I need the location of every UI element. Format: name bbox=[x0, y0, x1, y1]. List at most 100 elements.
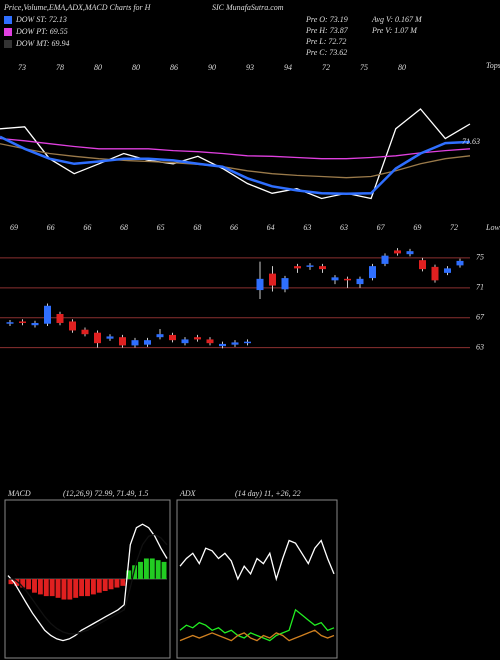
histogram-bar bbox=[61, 579, 67, 600]
legend-swatch bbox=[4, 16, 12, 24]
candle-body bbox=[394, 250, 401, 254]
candle-body bbox=[44, 305, 51, 324]
candle-body bbox=[81, 329, 89, 335]
candle-body bbox=[194, 337, 201, 340]
info: Pre H: 73.87 bbox=[305, 26, 349, 35]
candle-body bbox=[69, 321, 76, 331]
candle-body bbox=[144, 340, 151, 345]
histogram-bar bbox=[138, 561, 143, 579]
histogram-bar bbox=[55, 579, 61, 598]
candle-body bbox=[169, 334, 176, 341]
top-tick-label: 80 bbox=[132, 63, 140, 72]
low-tick-label: 66 bbox=[47, 223, 55, 232]
candle-body bbox=[119, 337, 126, 346]
candle-body bbox=[344, 278, 351, 281]
series-line bbox=[179, 608, 335, 642]
top-tick-label: 93 bbox=[246, 63, 254, 72]
candle-body bbox=[231, 342, 239, 345]
y-tick-label: 75 bbox=[476, 253, 484, 262]
candle-body bbox=[281, 278, 289, 290]
legend-label: DOW PT: 69.55 bbox=[15, 27, 68, 36]
top-tick-label: 94 bbox=[284, 63, 292, 72]
candle-body bbox=[56, 313, 64, 323]
series-line bbox=[0, 135, 471, 196]
candle-body bbox=[456, 260, 464, 266]
last-value-label: 71.63 bbox=[462, 137, 480, 146]
candle-body bbox=[156, 334, 164, 338]
histogram-bar bbox=[8, 579, 14, 585]
top-tick-label: 75 bbox=[360, 63, 368, 72]
candle-body bbox=[31, 322, 39, 326]
histogram-bar bbox=[73, 579, 79, 598]
top-tick-label: 86 bbox=[170, 63, 178, 72]
top-tick-label: 73 bbox=[18, 63, 26, 72]
series-line bbox=[0, 108, 471, 200]
y-tick-label: 71 bbox=[476, 283, 484, 292]
adx-panel bbox=[176, 499, 338, 659]
candle-body bbox=[219, 343, 226, 347]
panel-subtitle: (12,26,9) 72.99, 71.49, 1.5 bbox=[63, 489, 148, 498]
histogram-bar bbox=[96, 579, 102, 593]
low-tick-label: 66 bbox=[83, 223, 91, 232]
top-tick-label: 90 bbox=[208, 63, 216, 72]
legend-label: DOW ST: 72.13 bbox=[15, 15, 67, 24]
candle-body bbox=[369, 266, 376, 279]
candle-body bbox=[381, 255, 389, 264]
histogram-bar bbox=[155, 560, 161, 579]
histogram-bar bbox=[43, 579, 49, 597]
title-right: SIC MunafaSutra.com bbox=[212, 3, 284, 12]
histogram-bar bbox=[90, 579, 96, 595]
low-tick-label: 68 bbox=[193, 223, 201, 232]
histogram-bar bbox=[67, 579, 73, 600]
histogram-bar bbox=[114, 579, 120, 588]
series-line bbox=[179, 629, 335, 642]
candle-body bbox=[406, 251, 414, 255]
y-tick-label: 67 bbox=[476, 313, 485, 322]
histogram-bar bbox=[49, 579, 55, 597]
series-line bbox=[179, 539, 335, 582]
panel-title: MACD bbox=[7, 489, 31, 498]
info: Pre L: 72.72 bbox=[305, 37, 346, 46]
histogram-bar bbox=[161, 561, 167, 579]
candle-body bbox=[331, 277, 339, 281]
histogram-bar bbox=[120, 579, 126, 586]
legend-label: DOW MT: 69.94 bbox=[15, 39, 70, 48]
candle-body bbox=[356, 278, 364, 285]
series-line bbox=[0, 137, 471, 160]
low-tick-label: 69 bbox=[10, 223, 18, 232]
low-tick-label: 64 bbox=[267, 223, 275, 232]
top-tick-label: 78 bbox=[56, 63, 64, 72]
panel-subtitle: (14 day) 11, +26, 22 bbox=[235, 489, 301, 498]
histogram-bar bbox=[26, 579, 32, 590]
candle-body bbox=[19, 321, 26, 323]
series-line bbox=[8, 533, 168, 635]
histogram-bar bbox=[37, 579, 43, 595]
histogram-bar bbox=[85, 579, 90, 597]
histogram-bar bbox=[126, 570, 132, 579]
histogram-bar bbox=[32, 579, 37, 593]
histogram-bar bbox=[20, 579, 26, 588]
info: Avg V: 0.167 M bbox=[371, 15, 423, 24]
low-tick-label: 69 bbox=[413, 223, 421, 232]
candle-body bbox=[94, 332, 101, 344]
candle-body bbox=[181, 339, 189, 344]
top-tick-label: 80 bbox=[94, 63, 102, 72]
info: Pre O: 73.19 bbox=[305, 15, 348, 24]
candle-body bbox=[206, 339, 214, 344]
info: Pre C: 73.62 bbox=[305, 48, 347, 57]
legend-swatch bbox=[4, 28, 12, 36]
histogram-bar bbox=[14, 579, 20, 586]
tops-label: Tops bbox=[486, 61, 500, 70]
candle-body bbox=[244, 341, 251, 344]
low-tick-label: 72 bbox=[450, 223, 458, 232]
candle-body bbox=[444, 268, 451, 273]
low-tick-label: 66 bbox=[230, 223, 238, 232]
top-tick-label: 72 bbox=[322, 63, 330, 72]
histogram-bar bbox=[79, 579, 85, 597]
candle-body bbox=[294, 266, 301, 269]
candle-body bbox=[269, 273, 276, 286]
candle-body bbox=[419, 260, 426, 270]
candle-body bbox=[131, 340, 139, 346]
series-line bbox=[7, 523, 168, 642]
